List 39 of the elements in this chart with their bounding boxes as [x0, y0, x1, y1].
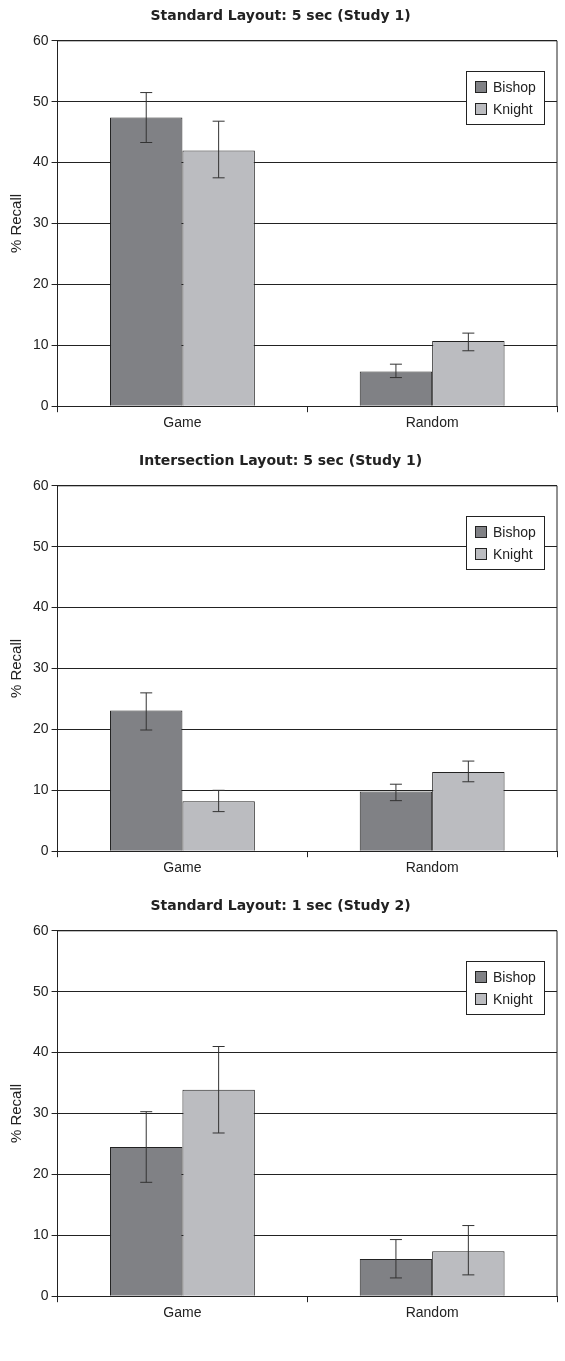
y-tick-label: 0 [40, 842, 49, 859]
legend-label: Knight [493, 545, 533, 562]
legend-label: Bishop [493, 968, 536, 985]
x-tick-label: Game [163, 859, 202, 876]
y-tick-label: 10 [32, 336, 49, 353]
chart-title: Standard Layout: 1 sec (Study 2) [150, 897, 411, 914]
y-tick-label: 50 [32, 92, 49, 109]
legend-label: Bishop [493, 78, 536, 95]
chart-title: Intersection Layout: 5 sec (Study 1) [138, 452, 423, 469]
y-tick-label: 10 [32, 781, 49, 798]
y-tick-label: 40 [32, 598, 49, 615]
y-tick-label: 10 [32, 1226, 49, 1243]
legend-label: Bishop [493, 523, 536, 540]
y-axis-title: % Recall [7, 193, 25, 254]
x-tick-label: Game [163, 414, 202, 431]
y-tick-label: 30 [32, 214, 49, 231]
legend-label: Knight [493, 990, 533, 1007]
y-axis-title: % Recall [7, 638, 25, 699]
x-tick-label: Game [163, 1304, 202, 1321]
y-tick-label: 40 [32, 153, 49, 170]
y-tick-label: 20 [32, 275, 49, 292]
y-tick-label: 60 [32, 31, 49, 48]
y-tick-label: 50 [32, 537, 49, 554]
x-tick-label: Random [405, 859, 459, 876]
y-tick-label: 50 [32, 982, 49, 999]
y-tick-label: 40 [32, 1043, 49, 1060]
y-tick-label: 20 [32, 1165, 49, 1182]
y-tick-label: 30 [32, 659, 49, 676]
y-tick-label: 60 [32, 476, 49, 493]
legend-label: Knight [493, 100, 533, 117]
x-tick-label: Random [405, 414, 459, 431]
y-axis-title: % Recall [7, 1083, 25, 1144]
y-tick-label: 0 [40, 397, 49, 414]
y-tick-label: 20 [32, 720, 49, 737]
y-tick-label: 0 [40, 1287, 49, 1304]
y-tick-label: 30 [32, 1104, 49, 1121]
chart-title: Standard Layout: 5 sec (Study 1) [150, 7, 411, 24]
y-tick-label: 60 [32, 921, 49, 938]
x-tick-label: Random [405, 1304, 459, 1321]
